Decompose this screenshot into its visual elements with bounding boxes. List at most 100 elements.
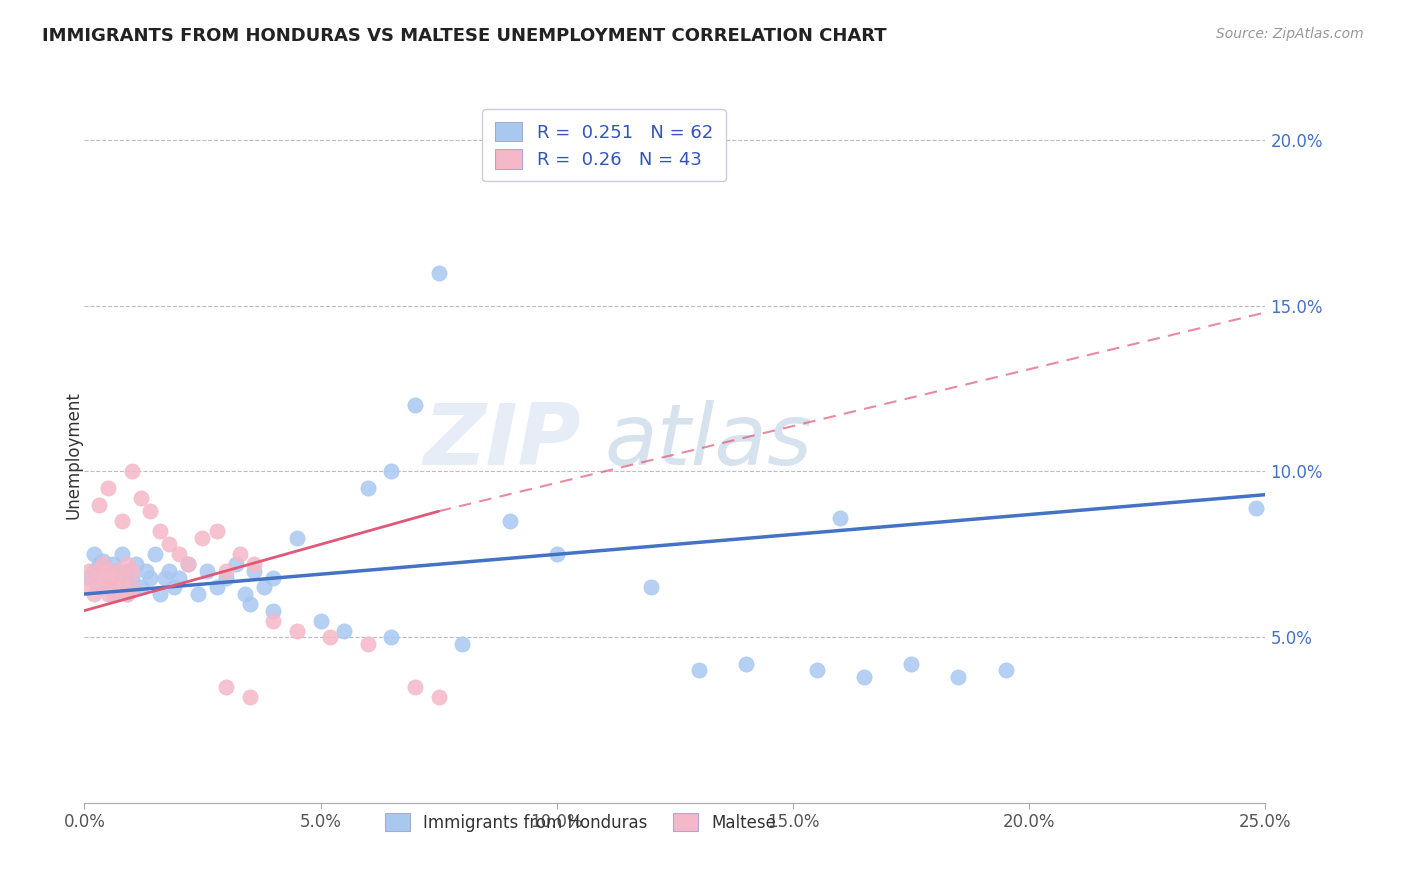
Point bbox=[115, 587, 138, 601]
Point bbox=[177, 558, 200, 572]
Point bbox=[167, 547, 190, 561]
Point bbox=[262, 604, 284, 618]
Point bbox=[129, 491, 152, 505]
Point bbox=[101, 570, 124, 584]
Point bbox=[262, 570, 284, 584]
Point bbox=[121, 465, 143, 479]
Point bbox=[87, 581, 110, 595]
Text: IMMIGRANTS FROM HONDURAS VS MALTESE UNEMPLOYMENT CORRELATION CHART: IMMIGRANTS FROM HONDURAS VS MALTESE UNEM… bbox=[42, 27, 887, 45]
Point bbox=[191, 531, 214, 545]
Point bbox=[83, 547, 105, 561]
Point bbox=[900, 657, 922, 671]
Point bbox=[229, 547, 252, 561]
Point bbox=[115, 587, 138, 601]
Text: atlas: atlas bbox=[605, 400, 813, 483]
Point bbox=[97, 587, 120, 601]
Point bbox=[91, 570, 114, 584]
Y-axis label: Unemployment: Unemployment bbox=[65, 391, 82, 519]
Point bbox=[688, 663, 710, 677]
Legend: Immigrants from Honduras, Maltese: Immigrants from Honduras, Maltese bbox=[373, 801, 787, 843]
Point bbox=[111, 570, 134, 584]
Point bbox=[380, 465, 402, 479]
Text: Source: ZipAtlas.com: Source: ZipAtlas.com bbox=[1216, 27, 1364, 41]
Point bbox=[498, 514, 520, 528]
Point bbox=[163, 581, 186, 595]
Point bbox=[333, 624, 356, 638]
Point bbox=[285, 531, 308, 545]
Text: ZIP: ZIP bbox=[423, 400, 581, 483]
Point bbox=[101, 581, 124, 595]
Point bbox=[253, 581, 276, 595]
Point bbox=[157, 537, 180, 551]
Point bbox=[97, 564, 120, 578]
Point bbox=[111, 547, 134, 561]
Point bbox=[101, 558, 124, 572]
Point bbox=[380, 630, 402, 644]
Point bbox=[77, 581, 100, 595]
Point bbox=[404, 398, 426, 412]
Point bbox=[121, 564, 143, 578]
Point bbox=[157, 564, 180, 578]
Point bbox=[243, 558, 266, 572]
Point bbox=[107, 564, 129, 578]
Point bbox=[285, 624, 308, 638]
Point bbox=[121, 570, 143, 584]
Point bbox=[806, 663, 828, 677]
Point bbox=[319, 630, 342, 644]
Point bbox=[129, 581, 152, 595]
Point bbox=[153, 570, 176, 584]
Point bbox=[139, 504, 162, 518]
Point bbox=[97, 564, 120, 578]
Point bbox=[149, 587, 172, 601]
Point bbox=[239, 597, 262, 611]
Point bbox=[107, 581, 129, 595]
Point bbox=[215, 680, 238, 694]
Point bbox=[309, 614, 332, 628]
Point bbox=[167, 570, 190, 584]
Point bbox=[87, 558, 110, 572]
Point bbox=[135, 564, 157, 578]
Point bbox=[243, 564, 266, 578]
Point bbox=[830, 511, 852, 525]
Point bbox=[1244, 500, 1267, 515]
Point bbox=[87, 498, 110, 512]
Point bbox=[77, 570, 100, 584]
Point bbox=[852, 670, 875, 684]
Point bbox=[91, 558, 114, 572]
Point bbox=[546, 547, 568, 561]
Point bbox=[91, 554, 114, 568]
Point bbox=[734, 657, 756, 671]
Point bbox=[143, 547, 166, 561]
Point bbox=[357, 481, 380, 495]
Point bbox=[404, 680, 426, 694]
Point bbox=[115, 558, 138, 572]
Point bbox=[139, 570, 162, 584]
Point bbox=[427, 690, 450, 704]
Point bbox=[948, 670, 970, 684]
Point bbox=[101, 587, 124, 601]
Point bbox=[994, 663, 1017, 677]
Point bbox=[239, 690, 262, 704]
Point bbox=[91, 570, 114, 584]
Point bbox=[111, 581, 134, 595]
Point bbox=[225, 558, 247, 572]
Point bbox=[177, 558, 200, 572]
Point bbox=[205, 524, 228, 538]
Point bbox=[195, 564, 218, 578]
Point bbox=[83, 587, 105, 601]
Point bbox=[77, 564, 100, 578]
Point bbox=[187, 587, 209, 601]
Point bbox=[107, 564, 129, 578]
Point bbox=[97, 581, 120, 595]
Point bbox=[427, 266, 450, 280]
Point bbox=[83, 570, 105, 584]
Point bbox=[205, 581, 228, 595]
Point bbox=[111, 570, 134, 584]
Point bbox=[149, 524, 172, 538]
Point bbox=[640, 581, 662, 595]
Point bbox=[451, 637, 474, 651]
Point bbox=[111, 514, 134, 528]
Point bbox=[215, 564, 238, 578]
Point bbox=[87, 564, 110, 578]
Point bbox=[125, 558, 148, 572]
